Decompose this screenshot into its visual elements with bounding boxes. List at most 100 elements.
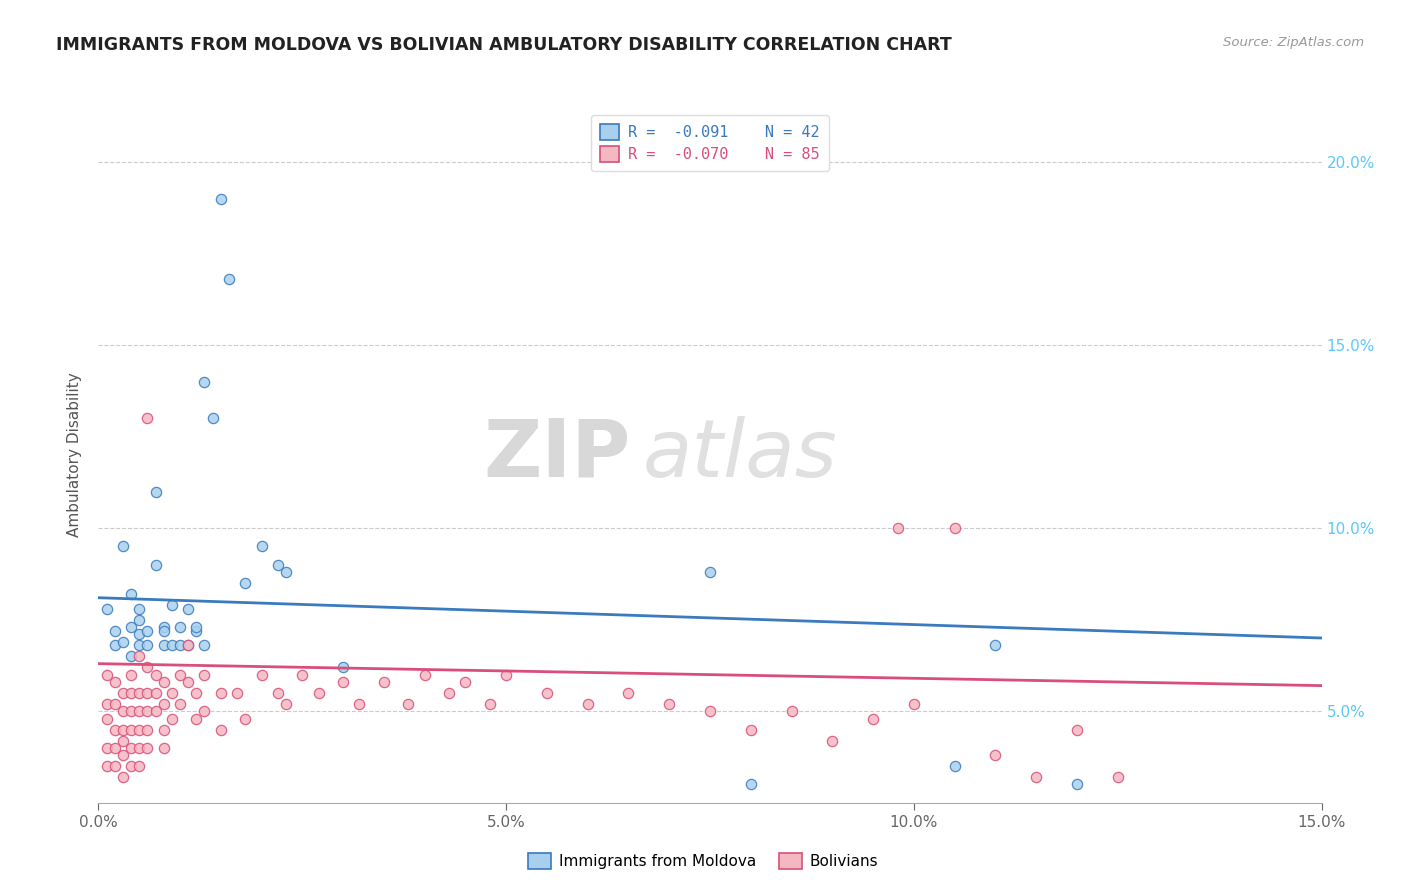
Point (104, 697, 127, 711)
Point (111, 704, 134, 718)
Point (96, 697, 118, 711)
Point (373, 675, 395, 690)
Point (128, 686, 150, 700)
Point (128, 638, 150, 652)
Point (209, 192, 232, 206)
Point (193, 375, 215, 389)
Point (267, 558, 290, 572)
Point (120, 723, 142, 737)
Point (152, 723, 174, 737)
Point (177, 638, 200, 652)
Y-axis label: Ambulatory Disability: Ambulatory Disability (67, 373, 83, 537)
Point (193, 667, 215, 681)
Point (128, 740, 150, 755)
Point (699, 565, 721, 579)
Point (413, 667, 436, 681)
Point (152, 697, 174, 711)
Point (209, 686, 232, 700)
Point (160, 638, 183, 652)
Point (658, 697, 681, 711)
Point (177, 601, 200, 615)
Point (349, 697, 371, 711)
Point (226, 686, 249, 700)
Point (274, 565, 297, 579)
Point (136, 624, 159, 638)
Point (120, 620, 142, 634)
Point (886, 521, 908, 535)
Point (128, 649, 150, 664)
Point (152, 638, 174, 652)
Point (291, 667, 314, 681)
Point (332, 675, 354, 690)
Point (193, 638, 215, 652)
Text: ZIP: ZIP (484, 416, 630, 494)
Point (233, 576, 256, 591)
Point (160, 598, 183, 612)
Point (396, 697, 419, 711)
Point (104, 740, 127, 755)
Point (903, 697, 925, 711)
Point (862, 712, 884, 726)
Point (332, 660, 354, 674)
Point (169, 697, 191, 711)
Point (1066, 723, 1088, 737)
Point (96, 759, 118, 773)
Point (478, 697, 501, 711)
Point (169, 638, 191, 652)
Point (128, 613, 150, 627)
Point (780, 704, 803, 718)
Point (152, 620, 174, 634)
Text: IMMIGRANTS FROM MOLDOVA VS BOLIVIAN AMBULATORY DISABILITY CORRELATION CHART: IMMIGRANTS FROM MOLDOVA VS BOLIVIAN AMBU… (56, 36, 952, 54)
Point (186, 712, 208, 726)
Point (308, 686, 330, 700)
Point (111, 686, 134, 700)
Point (96, 667, 118, 681)
Point (1066, 777, 1088, 791)
Point (740, 723, 762, 737)
Point (152, 624, 174, 638)
Point (136, 638, 159, 652)
Point (104, 759, 127, 773)
Point (177, 638, 200, 652)
Text: atlas: atlas (643, 416, 838, 494)
Point (536, 686, 558, 700)
Point (943, 759, 966, 773)
Point (233, 712, 256, 726)
Point (821, 733, 844, 747)
Point (617, 686, 640, 700)
Point (136, 740, 159, 755)
Point (128, 723, 150, 737)
Point (96, 712, 118, 726)
Point (495, 667, 517, 681)
Point (111, 733, 134, 747)
Point (186, 620, 208, 634)
Point (104, 723, 127, 737)
Point (1107, 770, 1129, 784)
Point (576, 697, 599, 711)
Point (145, 667, 167, 681)
Point (1025, 770, 1047, 784)
Point (152, 740, 174, 755)
Point (120, 587, 142, 601)
Point (454, 675, 477, 690)
Point (218, 272, 240, 286)
Point (128, 601, 150, 615)
Point (201, 411, 224, 425)
Legend: R =  -0.091    N = 42, R =  -0.070    N = 85: R = -0.091 N = 42, R = -0.070 N = 85 (592, 115, 828, 171)
Point (699, 704, 721, 718)
Point (120, 667, 142, 681)
Point (169, 620, 191, 634)
Point (111, 770, 134, 784)
Point (209, 723, 232, 737)
Point (274, 697, 297, 711)
Point (136, 686, 159, 700)
Point (250, 667, 273, 681)
Point (104, 675, 127, 690)
Point (120, 704, 142, 718)
Point (943, 521, 966, 535)
Point (984, 638, 1007, 652)
Point (186, 686, 208, 700)
Point (186, 624, 208, 638)
Point (160, 686, 183, 700)
Point (267, 686, 290, 700)
